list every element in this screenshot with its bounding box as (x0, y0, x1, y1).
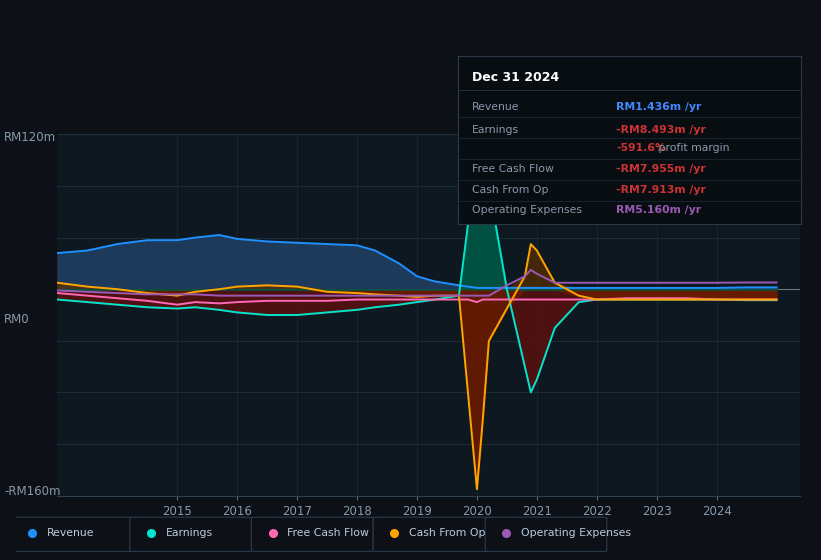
Text: RM1.436m /yr: RM1.436m /yr (616, 102, 701, 112)
FancyBboxPatch shape (251, 517, 373, 552)
Text: RM120m: RM120m (4, 130, 56, 144)
Text: Operating Expenses: Operating Expenses (521, 529, 631, 538)
Text: -591.6%: -591.6% (616, 143, 666, 152)
Text: Operating Expenses: Operating Expenses (472, 205, 582, 214)
FancyBboxPatch shape (11, 517, 133, 552)
Text: Cash From Op: Cash From Op (409, 529, 485, 538)
Text: RM5.160m /yr: RM5.160m /yr (616, 205, 701, 214)
Text: profit margin: profit margin (655, 143, 730, 152)
Text: Dec 31 2024: Dec 31 2024 (472, 71, 559, 84)
FancyBboxPatch shape (130, 517, 251, 552)
Text: Revenue: Revenue (472, 102, 520, 112)
Text: -RM7.955m /yr: -RM7.955m /yr (616, 164, 706, 174)
Text: Cash From Op: Cash From Op (472, 185, 548, 194)
Text: Earnings: Earnings (472, 125, 519, 135)
Text: RM0: RM0 (4, 312, 30, 326)
Text: Revenue: Revenue (47, 529, 94, 538)
Text: Free Cash Flow: Free Cash Flow (287, 529, 369, 538)
Text: -RM7.913m /yr: -RM7.913m /yr (616, 185, 706, 194)
FancyBboxPatch shape (373, 517, 495, 552)
Text: Earnings: Earnings (166, 529, 213, 538)
Text: -RM8.493m /yr: -RM8.493m /yr (616, 125, 706, 135)
Text: -RM160m: -RM160m (4, 485, 61, 498)
FancyBboxPatch shape (485, 517, 607, 552)
Text: Free Cash Flow: Free Cash Flow (472, 164, 553, 174)
